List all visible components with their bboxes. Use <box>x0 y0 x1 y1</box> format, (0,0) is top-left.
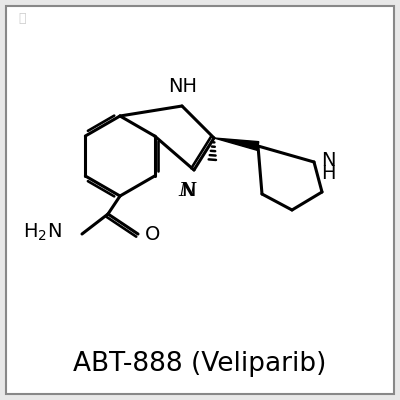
Text: O: O <box>145 224 160 244</box>
Text: N: N <box>178 182 195 200</box>
Text: N: N <box>321 150 336 170</box>
Text: ABT-888 (Veliparib): ABT-888 (Veliparib) <box>73 351 327 377</box>
Text: H$_2$N: H$_2$N <box>23 221 62 243</box>
Text: NH: NH <box>168 77 197 96</box>
Text: 🌿: 🌿 <box>18 12 26 24</box>
Polygon shape <box>214 138 259 150</box>
FancyBboxPatch shape <box>6 6 394 394</box>
Text: H: H <box>321 164 336 183</box>
Text: NH: NH <box>167 77 201 95</box>
Text: N: N <box>181 181 195 200</box>
